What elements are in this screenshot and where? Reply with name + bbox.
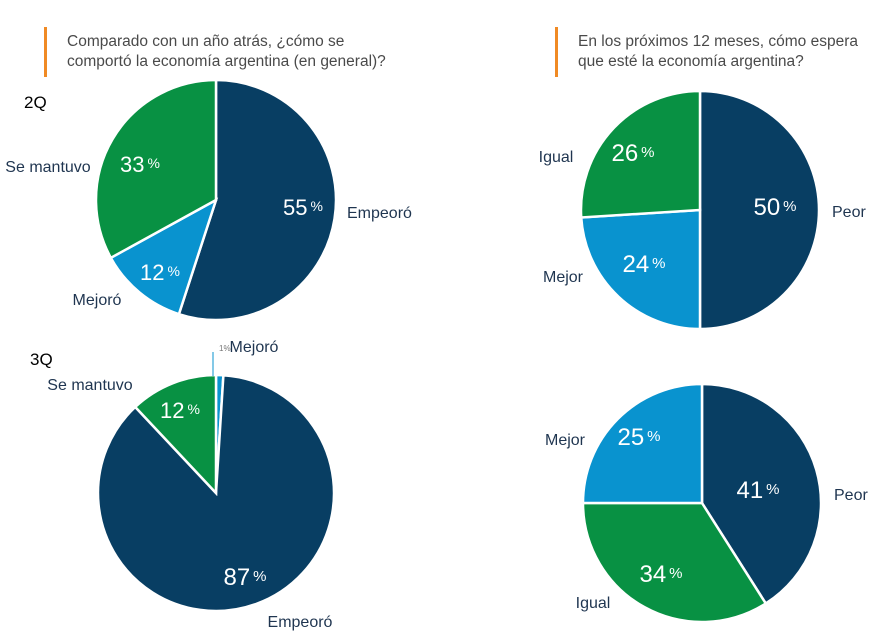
pie-slice-mejoro — [109, 197, 219, 316]
pie-slice-mejor — [579, 208, 702, 331]
left-question-accent-bar — [44, 27, 47, 77]
pie-slice-igual — [579, 89, 702, 219]
right-question-accent-bar — [555, 27, 558, 77]
period-label-3q: 3Q — [30, 350, 53, 369]
pie-value-label-mejoro: 1% — [219, 344, 231, 353]
pie-category-label-empeoro: Empeoró — [268, 614, 333, 631]
left-question-line-1: Comparado con un año atrás, ¿cómo se — [67, 33, 345, 50]
pie-slice-se-mantuvo — [94, 78, 218, 260]
right-question-line-1: En los próximos 12 meses, cómo espera — [578, 33, 858, 50]
pie-slice-empeoro — [177, 78, 338, 322]
pie-slice-mejor — [581, 382, 704, 505]
pie-category-label-peor: Peor — [834, 487, 868, 504]
pie-value-label-mejoro: 12% — [140, 260, 180, 285]
pie-slice-peor — [698, 89, 821, 331]
pie-category-label-se-mantuvo: Se mantuvo — [5, 159, 90, 176]
pie-category-label-empeoro: Empeoró — [347, 205, 412, 222]
right-question-line-2: que esté la economía argentina? — [578, 53, 804, 70]
pie-category-label-peor: Peor — [832, 204, 866, 221]
pie-category-label-mejor: Mejor — [545, 432, 586, 449]
pie-category-label-mejor: Mejor — [543, 269, 584, 286]
pie-category-label-igual: Igual — [576, 595, 611, 612]
pie-slice-igual — [581, 501, 768, 624]
left-question-line-2: comportó la economía argentina (en gener… — [67, 53, 386, 70]
period-label-2q: 2Q — [24, 93, 47, 112]
pie-category-label-mejoro: Mejoró — [230, 339, 279, 356]
pie-category-label-igual: Igual — [539, 149, 574, 166]
pie-category-label-mejoro: Mejoró — [73, 292, 122, 309]
left-question-title: Comparado con un año atrás, ¿cómo se com… — [67, 32, 386, 72]
right-question-title: En los próximos 12 meses, cómo espera qu… — [578, 32, 858, 72]
pie-category-label-se-mantuvo: Se mantuvo — [47, 377, 132, 394]
